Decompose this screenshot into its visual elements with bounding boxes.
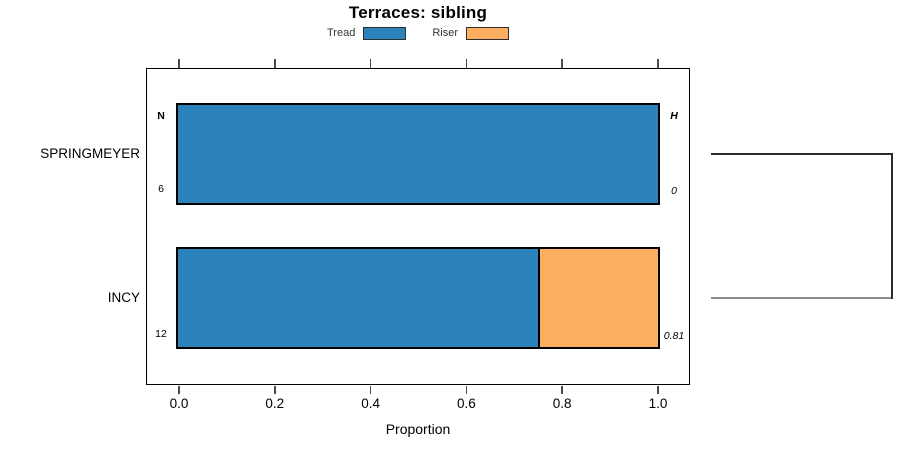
bottom-axis-tick-0.6	[465, 386, 468, 394]
bar-row-incy	[176, 247, 660, 349]
category-label-springmeyer: SPRINGMEYER	[40, 146, 140, 161]
count-value-incy: 12	[155, 328, 167, 340]
bottom-axis-tick-0.8	[561, 386, 563, 394]
legend-label-riser: Riser	[432, 27, 458, 39]
legend-label-tread: Tread	[327, 27, 356, 39]
top-axis-tick-0.6	[465, 59, 468, 68]
entropy-value-incy: 0.81	[663, 330, 685, 342]
top-axis-tick-0.0	[178, 59, 180, 68]
top-axis-tick-0.2	[274, 59, 276, 68]
bottom-axis-tick-0.0	[178, 386, 180, 394]
bar-row-springmeyer	[176, 103, 660, 205]
count-value-springmeyer: 6	[158, 183, 164, 195]
legend: Tread Riser	[146, 24, 690, 42]
count-column-header: N	[157, 110, 165, 122]
x-tick-label-0.4: 0.4	[361, 396, 380, 411]
chart-title: Terraces: sibling	[348, 3, 488, 22]
bottom-axis-tick-0.4	[369, 386, 372, 394]
x-tick-label-1.0: 1.0	[648, 396, 668, 411]
bottom-axis-tick-0.2	[274, 386, 276, 394]
entropy-column-header: H	[670, 110, 678, 122]
bar-segment-riser-incy	[538, 249, 658, 347]
riser-swatch-icon	[466, 26, 509, 40]
x-tick-label-0.0: 0.0	[169, 396, 189, 411]
bar-segment-tread-springmeyer	[178, 105, 658, 203]
top-axis-tick-0.8	[561, 59, 563, 68]
legend-item-tread: Tread	[327, 26, 407, 40]
tread-swatch-icon	[363, 26, 407, 40]
bottom-axis-tick-1.0	[657, 386, 659, 394]
bar-segment-tread-incy	[178, 249, 538, 347]
dendrogram-join-line	[891, 153, 893, 299]
category-label-incy: INCY	[107, 290, 140, 305]
x-axis-title: Proportion	[385, 421, 451, 437]
x-tick-label-0.2: 0.2	[265, 396, 285, 411]
legend-item-riser: Riser	[432, 26, 509, 40]
entropy-value-springmeyer: 0	[671, 185, 677, 197]
dendrogram-branch-bottom	[711, 297, 892, 299]
top-axis-tick-0.4	[369, 59, 372, 68]
top-axis-tick-1.0	[657, 59, 659, 68]
x-tick-label-0.8: 0.8	[552, 396, 572, 411]
x-tick-label-0.6: 0.6	[457, 396, 476, 411]
dendrogram-branch-top	[711, 153, 892, 155]
